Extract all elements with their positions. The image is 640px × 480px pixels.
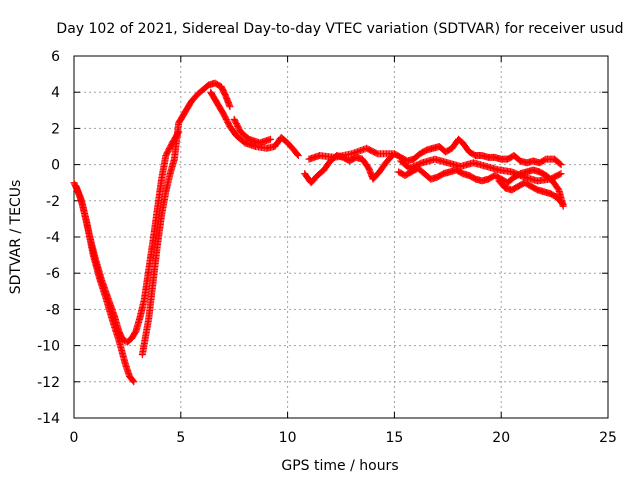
- data-marker: [225, 120, 233, 128]
- data-marker: [128, 376, 136, 384]
- data-marker: [170, 157, 178, 165]
- data-marker: [231, 129, 239, 137]
- x-tick-label: 5: [176, 430, 185, 446]
- data-marker: [420, 148, 428, 156]
- data-marker: [218, 108, 226, 116]
- data-marker: [178, 114, 186, 122]
- data-marker: [182, 107, 190, 115]
- y-tick-label: 4: [51, 85, 60, 101]
- data-marker: [167, 142, 175, 150]
- y-tick-label: -14: [37, 411, 60, 427]
- y-tick-label: 6: [51, 49, 60, 65]
- data-marker: [554, 171, 562, 179]
- data-marker: [512, 184, 520, 192]
- data-marker: [518, 172, 526, 180]
- y-tick-label: -2: [46, 194, 60, 210]
- chart-title: Day 102 of 2021, Sidereal Day-to-day VTE…: [56, 21, 623, 37]
- data-marker: [558, 199, 566, 207]
- data-marker: [162, 189, 170, 197]
- plot-frame: [73, 55, 609, 419]
- data-marker: [363, 162, 371, 170]
- y-axis-label: SDTVAR / TECUs: [8, 180, 24, 295]
- y-tick-label: -12: [37, 375, 60, 391]
- data-marker: [495, 174, 503, 182]
- y-tick-label: -6: [46, 266, 60, 282]
- data-marker: [129, 377, 137, 385]
- data-marker: [557, 198, 565, 206]
- data-marker: [539, 157, 547, 165]
- data-marker: [556, 170, 564, 178]
- data-marker: [210, 93, 218, 101]
- data-marker: [85, 228, 93, 236]
- data-marker: [91, 253, 99, 261]
- data-marker: [293, 150, 301, 158]
- data-marker: [243, 133, 251, 141]
- data-marker: [525, 181, 533, 189]
- data-marker: [346, 150, 354, 158]
- data-marker: [166, 171, 174, 179]
- data-marker: [415, 160, 423, 168]
- data-marker: [238, 137, 246, 145]
- x-tick-label: 15: [385, 430, 403, 446]
- data-marker: [539, 170, 547, 178]
- data-marker: [403, 162, 411, 170]
- data-marker: [225, 101, 233, 109]
- data-marker: [265, 136, 273, 144]
- data-marker: [220, 89, 228, 97]
- data-marker: [386, 154, 394, 162]
- data-marker: [380, 161, 388, 169]
- data-marker: [555, 159, 563, 167]
- data-marker: [136, 314, 144, 322]
- data-marker: [371, 148, 379, 156]
- data-marker: [556, 160, 564, 168]
- tick-labels: 0 5 10 15 20 25 -14 -12 -10 -8 -6 -4 -2 0 2 4 6: [37, 49, 617, 446]
- data-marker: [437, 171, 445, 179]
- y-tick-label: -4: [46, 230, 60, 246]
- data-marker: [457, 137, 465, 145]
- data-marker: [456, 168, 464, 176]
- y-tick-label: -8: [46, 302, 60, 318]
- data-marker: [469, 174, 477, 182]
- y-tick-label: 2: [51, 121, 60, 137]
- data-points: [70, 79, 567, 386]
- x-tick-label: 20: [492, 430, 510, 446]
- data-marker: [553, 183, 561, 191]
- data-marker: [531, 184, 539, 192]
- data-marker: [235, 125, 243, 133]
- x-tick-label: 10: [279, 430, 297, 446]
- y-tick-label: 0: [51, 158, 60, 174]
- data-marker: [318, 168, 326, 176]
- data-marker: [425, 173, 433, 181]
- data-marker: [131, 330, 139, 338]
- data-marker: [394, 152, 402, 160]
- y-tick-label: -10: [37, 339, 60, 355]
- data-marker: [214, 100, 222, 108]
- data-marker: [405, 169, 413, 177]
- x-axis-label: GPS time / hours: [281, 458, 398, 474]
- data-marker: [293, 149, 301, 157]
- x-tick-label: 25: [599, 430, 617, 446]
- x-tick-label: 0: [70, 430, 79, 446]
- data-marker: [463, 145, 471, 153]
- data-marker: [162, 153, 170, 161]
- data-marker: [469, 150, 477, 158]
- grid-lines: [74, 56, 608, 418]
